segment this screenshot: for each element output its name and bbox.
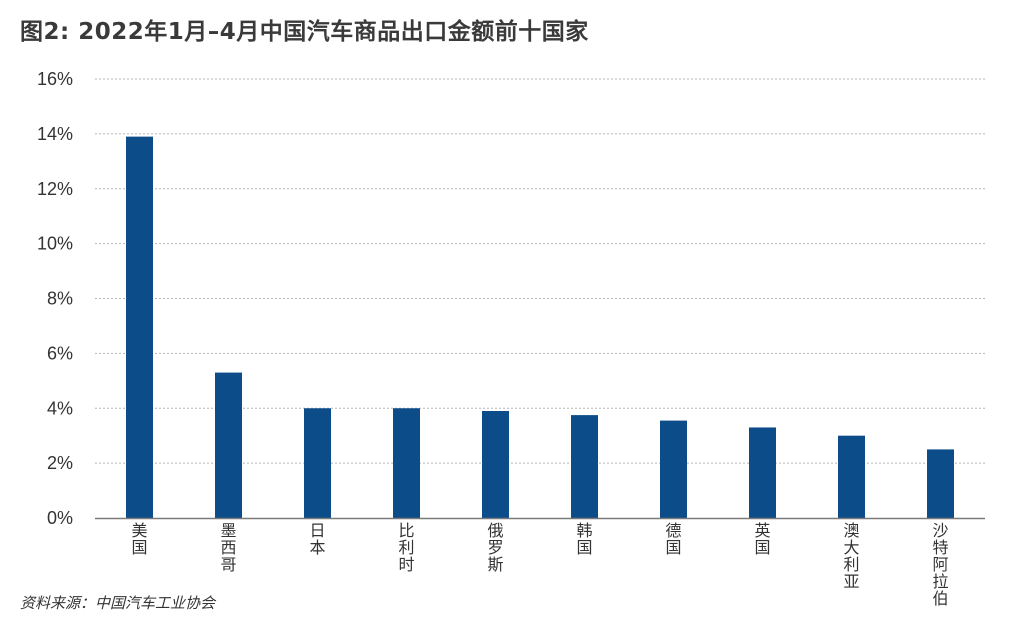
x-tick-label: 德国 [665, 521, 681, 557]
x-tick-label: 墨西哥 [220, 521, 236, 574]
source-note: 资料来源：中国汽车工业协会 [20, 594, 216, 612]
y-tick-label: 14% [37, 124, 73, 144]
x-tick-label: 俄罗斯 [487, 521, 503, 574]
y-tick-label: 12% [37, 179, 73, 199]
bar [749, 427, 776, 518]
y-tick-label: 6% [47, 343, 73, 363]
bar [838, 435, 865, 518]
bar [126, 136, 153, 518]
bar [304, 408, 331, 518]
bar [215, 372, 242, 518]
bar [571, 415, 598, 518]
grid-lines [95, 78, 985, 464]
x-axis-ticks: 美国 墨西哥 日本 比利时 俄罗斯 韩国 德国 英国 澳大利亚 沙特阿拉伯 [131, 521, 948, 608]
x-tick-label: 比利时 [398, 521, 414, 574]
y-axis-ticks: 0% 2% 4% 6% 8% 10% 12% 14% 16% [37, 69, 73, 528]
x-tick-label: 日本 [309, 521, 325, 557]
y-tick-label: 2% [47, 453, 73, 473]
bar [482, 410, 509, 518]
x-tick-label: 英国 [754, 521, 770, 557]
y-tick-label: 8% [47, 289, 73, 309]
bar [393, 408, 420, 518]
y-tick-label: 16% [37, 69, 73, 89]
y-tick-label: 10% [37, 234, 73, 254]
y-tick-label: 4% [47, 398, 73, 418]
bars [126, 136, 954, 518]
chart-title: 图2: 2022年1月–4月中国汽车商品出口金额前十国家 [20, 19, 589, 45]
x-tick-label: 美国 [131, 521, 147, 557]
y-tick-label: 0% [47, 508, 73, 528]
bar [927, 449, 954, 518]
x-tick-label: 韩国 [576, 521, 592, 557]
x-tick-label: 沙特阿拉伯 [932, 521, 948, 608]
x-tick-label: 澳大利亚 [843, 521, 859, 591]
bar [660, 420, 687, 518]
